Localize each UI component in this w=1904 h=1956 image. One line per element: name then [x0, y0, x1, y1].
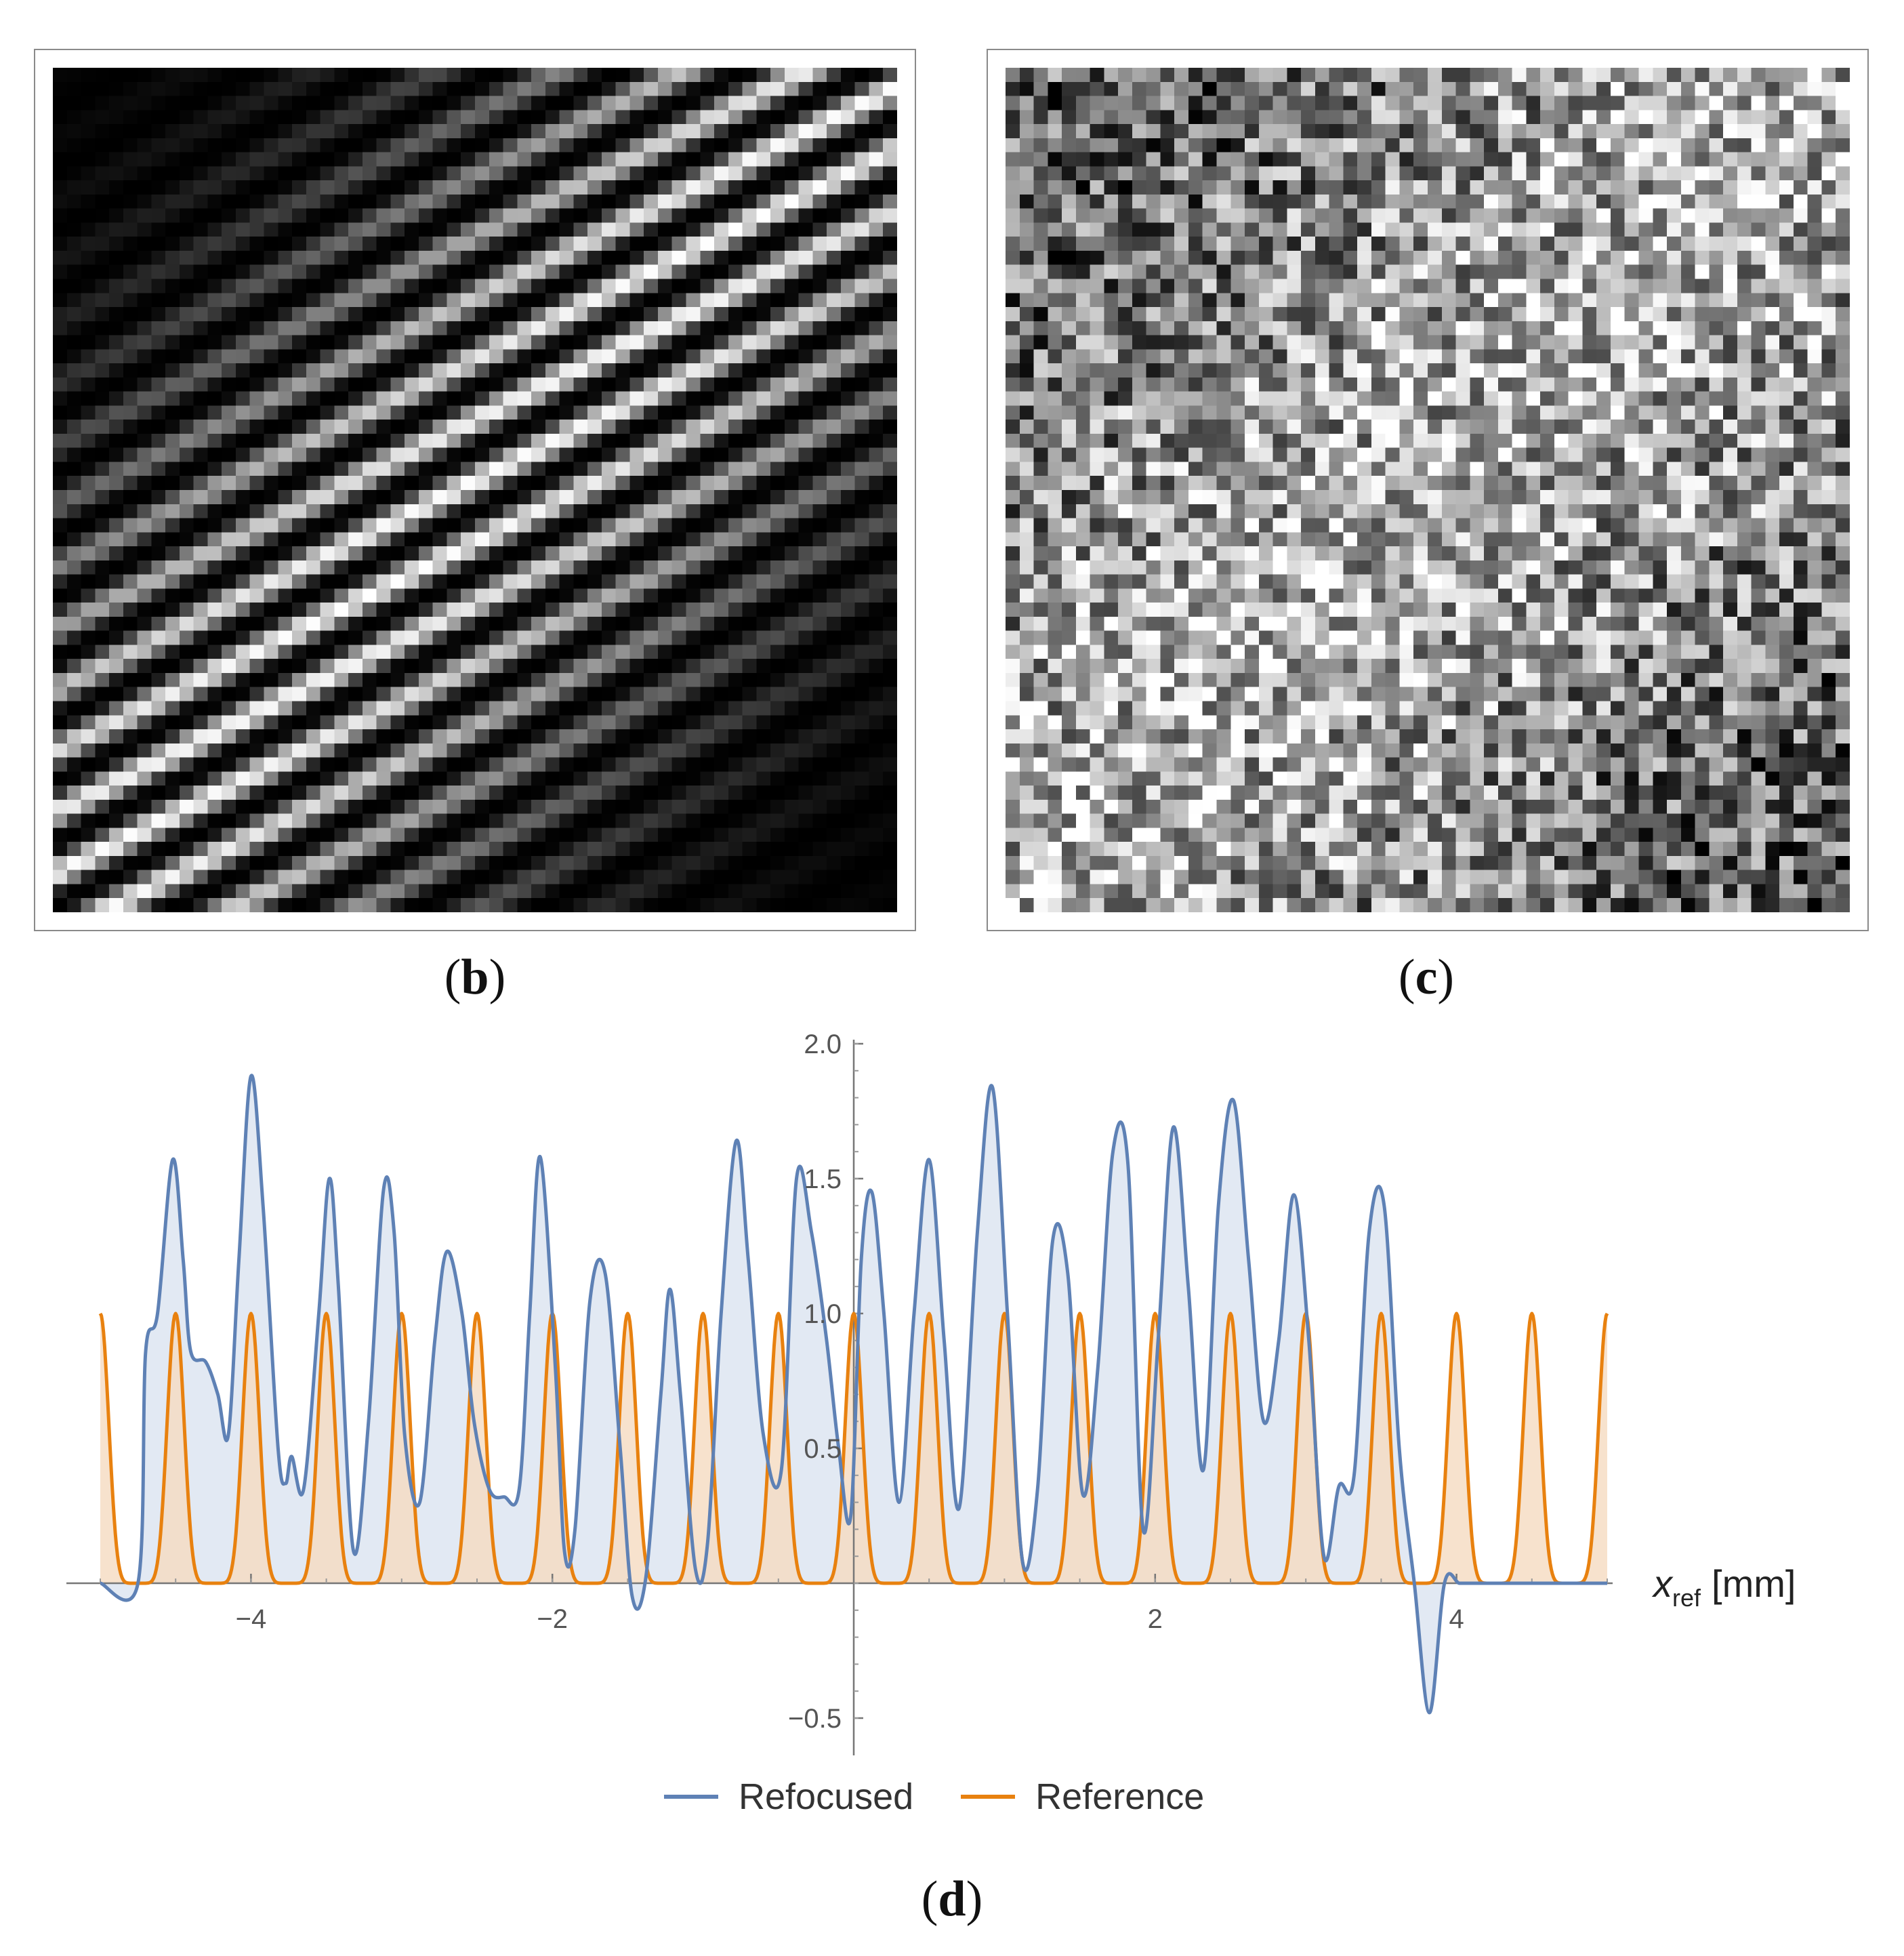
reference-line	[98, 1311, 1609, 1585]
x-tick-label: −2	[537, 1604, 568, 1634]
series-lines	[98, 1074, 1609, 1715]
legend-swatch-reference	[961, 1795, 1016, 1799]
refocused-line	[100, 1074, 1607, 1715]
panel-c-frame	[987, 49, 1869, 931]
legend-item-refocused: Refocused	[664, 1776, 913, 1818]
panel-d-caption: (d)	[921, 1871, 983, 1927]
legend-label-refocused: Refocused	[739, 1776, 914, 1817]
x-tick-label: 4	[1449, 1604, 1464, 1634]
panel-c-letter: c	[1415, 950, 1438, 1005]
x-axis-label: xref [mm]	[1651, 1562, 1796, 1612]
axis-labels: −4 −2 2 4 −0.5 0.5 1.0 1.5 2.0 xref [mm]	[236, 1030, 1796, 1734]
y-tick-label: −0.5	[788, 1704, 842, 1734]
y-tick-label: 1.0	[804, 1299, 842, 1329]
legend-label-reference: Reference	[1035, 1776, 1205, 1817]
legend-swatch-refocused	[664, 1795, 718, 1799]
legend: Refocused Reference	[664, 1776, 1251, 1818]
x-tick-label: 2	[1148, 1604, 1163, 1634]
fringe-image	[53, 68, 897, 912]
panel-c-caption: (c)	[1398, 950, 1455, 1005]
y-tick-label: 0.5	[804, 1434, 842, 1464]
panel-d-letter: d	[938, 1871, 966, 1927]
panel-b-letter: b	[461, 950, 489, 1005]
noise-image	[1006, 68, 1850, 912]
legend-item-reference: Reference	[961, 1776, 1204, 1818]
y-tick-label: 2.0	[804, 1030, 842, 1059]
line-plot: −4 −2 2 4 −0.5 0.5 1.0 1.5 2.0 xref [mm]	[66, 1030, 1796, 1755]
x-tick-label: −4	[236, 1604, 267, 1634]
panel-b-caption: (b)	[444, 950, 506, 1005]
panel-b-frame	[34, 49, 916, 931]
y-tick-label: 1.5	[804, 1164, 842, 1194]
